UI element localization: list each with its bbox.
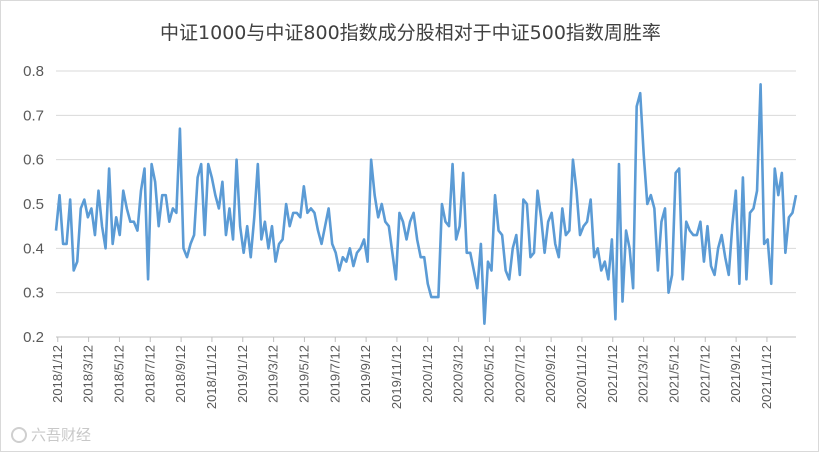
x-tick-label: 2018/5/12: [111, 345, 126, 403]
y-tick-label: 0.3: [23, 285, 44, 302]
y-tick-label: 0.8: [23, 63, 44, 80]
watermark-logo-icon: [11, 427, 27, 443]
x-tick-label: 2021/1/12: [605, 345, 620, 403]
x-tick-label: 2020/5/12: [481, 345, 496, 403]
x-tick-label: 2018/3/12: [81, 345, 96, 403]
x-tick-label: 2021/5/12: [666, 345, 681, 403]
y-tick-label: 0.6: [23, 152, 44, 169]
watermark: 六吾财经: [11, 424, 91, 445]
x-tick-label: 2019/7/12: [327, 345, 342, 403]
x-tick-label: 2019/1/12: [235, 345, 250, 403]
x-tick-label: 2018/7/12: [142, 345, 157, 403]
x-axis-ticks: 2018/1/12 2018/3/12 2018/5/12 2018/7/12 2018…: [50, 337, 774, 409]
x-tick-label: 2019/3/12: [266, 345, 281, 403]
series-layer: [54, 83, 798, 326]
series-line: [54, 83, 798, 326]
x-tick-label: 2019/5/12: [296, 345, 311, 403]
y-tick-label: 0.2: [23, 329, 44, 346]
y-tick-label: 0.5: [23, 196, 44, 213]
y-tick-label: 0.4: [23, 240, 44, 257]
x-tick-label: 2021/3/12: [636, 345, 651, 403]
x-tick-label: 2018/11/12: [204, 345, 219, 409]
x-tick-label: 2020/7/12: [512, 345, 527, 403]
x-tick-label: 2018/1/12: [50, 345, 65, 403]
x-tick-label: 2019/9/12: [358, 345, 373, 403]
y-axis-ticks: 0.2 0.3 0.4 0.5 0.6 0.7 0.8: [23, 63, 44, 346]
x-tick-label: 2018/9/12: [173, 345, 188, 403]
gridlines: [56, 70, 796, 294]
x-tick-label: 2020/3/12: [451, 345, 466, 403]
y-tick-label: 0.7: [23, 107, 44, 124]
x-tick-label: 2020/11/12: [574, 345, 589, 409]
x-tick-label: 2020/1/12: [420, 345, 435, 403]
x-tick-label: 2021/11/12: [759, 345, 774, 409]
x-tick-label: 2019/11/12: [389, 345, 404, 409]
x-tick-label: 2021/7/12: [697, 345, 712, 403]
x-tick-label: 2020/9/12: [543, 345, 558, 403]
chart-title: 中证1000与中证800指数成分股相对于中证500指数周胜率: [160, 22, 661, 44]
x-tick-label: 2021/9/12: [728, 345, 743, 403]
watermark-text: 六吾财经: [31, 426, 92, 444]
